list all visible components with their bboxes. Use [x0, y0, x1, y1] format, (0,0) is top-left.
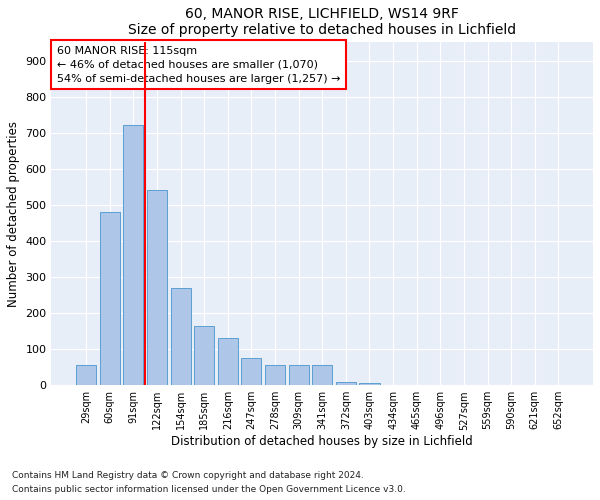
Bar: [336, 382, 356, 385]
Bar: [289, 366, 308, 385]
Bar: [312, 366, 332, 385]
Bar: [170, 288, 191, 385]
Title: 60, MANOR RISE, LICHFIELD, WS14 9RF
Size of property relative to detached houses: 60, MANOR RISE, LICHFIELD, WS14 9RF Size…: [128, 7, 517, 37]
Bar: [241, 358, 262, 385]
Bar: [218, 338, 238, 385]
Text: Contains public sector information licensed under the Open Government Licence v3: Contains public sector information licen…: [12, 486, 406, 494]
Text: 60 MANOR RISE: 115sqm
← 46% of detached houses are smaller (1,070)
54% of semi-d: 60 MANOR RISE: 115sqm ← 46% of detached …: [57, 46, 340, 84]
Y-axis label: Number of detached properties: Number of detached properties: [7, 121, 20, 307]
X-axis label: Distribution of detached houses by size in Lichfield: Distribution of detached houses by size …: [172, 435, 473, 448]
Bar: [124, 126, 143, 385]
Bar: [147, 190, 167, 385]
Bar: [265, 366, 285, 385]
Bar: [194, 326, 214, 385]
Bar: [100, 212, 120, 385]
Text: Contains HM Land Registry data © Crown copyright and database right 2024.: Contains HM Land Registry data © Crown c…: [12, 470, 364, 480]
Bar: [359, 384, 380, 385]
Bar: [76, 366, 96, 385]
